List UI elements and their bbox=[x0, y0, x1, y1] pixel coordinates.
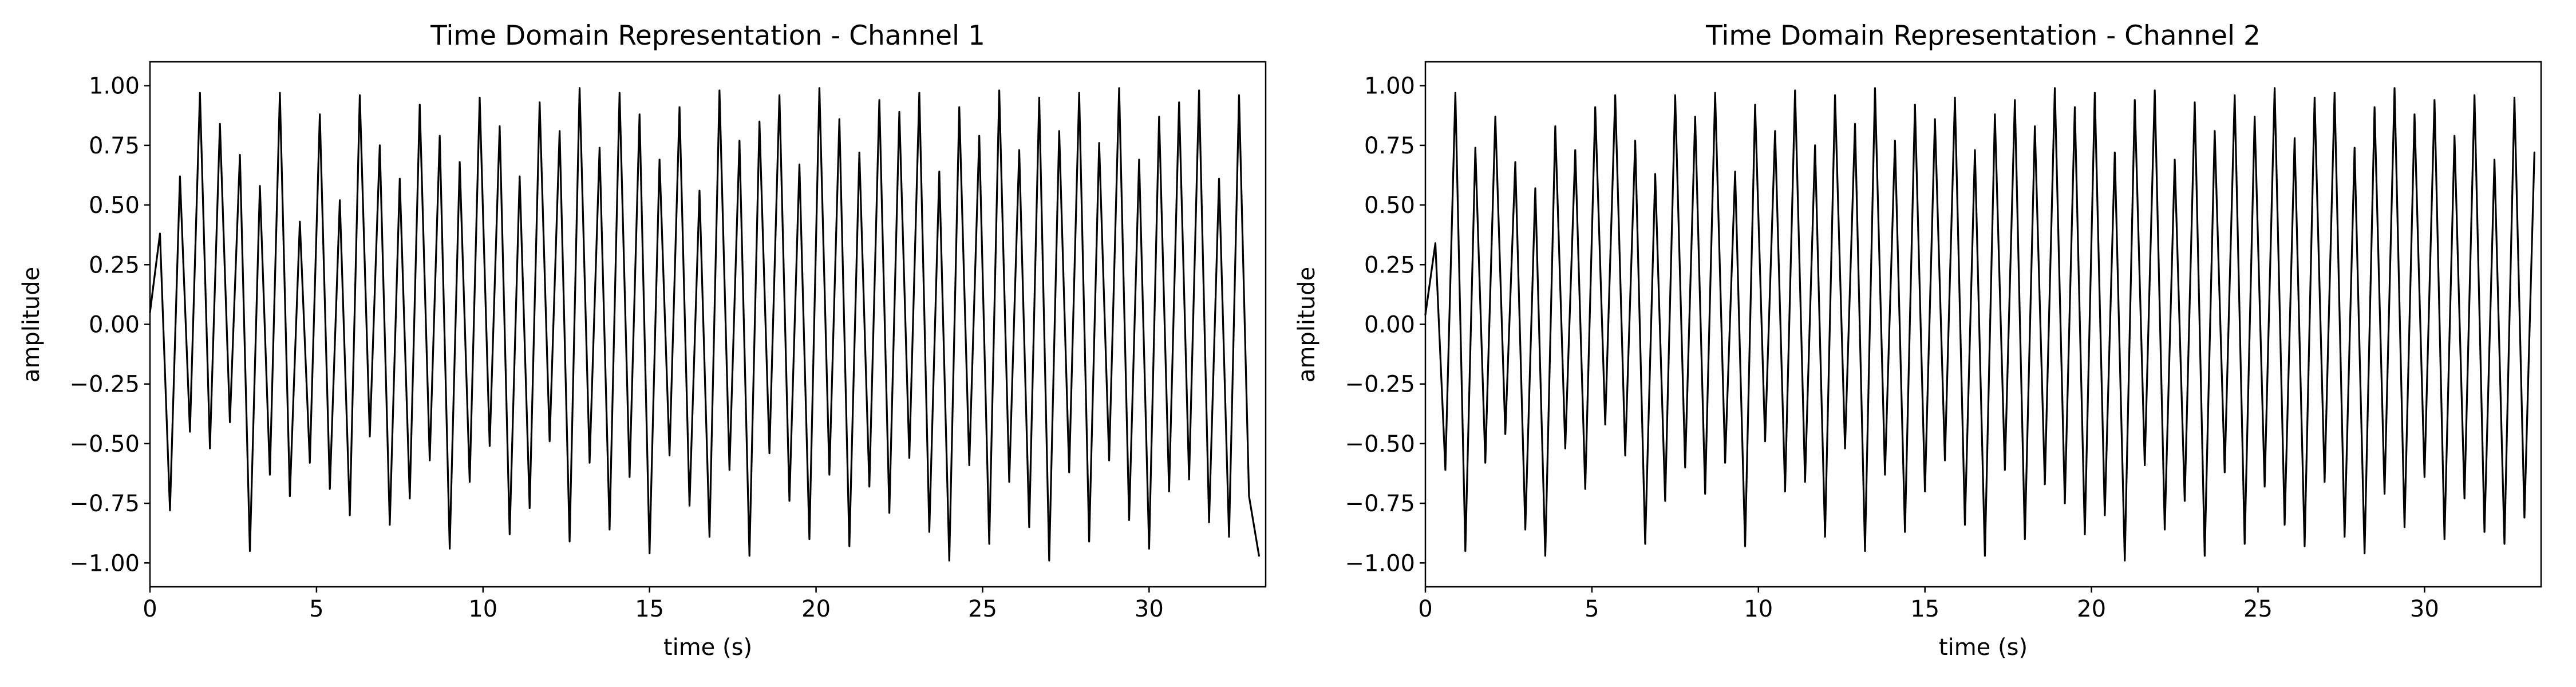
chart-channel-2: Time Domain Representation - Channel 2 t… bbox=[1294, 20, 2542, 661]
plot-marks: 0 5 10 15 20 25 30 1.00 0.75 0.50 0.25 0.00 −0.25 −0.… bbox=[1345, 73, 2535, 622]
y-tick-label-2: 0.50 bbox=[1364, 192, 1415, 219]
y-tick-label-5: −0.25 bbox=[69, 372, 140, 398]
x-tick-label-2: 10 bbox=[1744, 596, 1773, 622]
x-tick-label-1: 5 bbox=[309, 596, 323, 622]
y-tick-label-5: −0.25 bbox=[1345, 372, 1415, 398]
x-axis-label: time (s) bbox=[1939, 634, 2028, 661]
x-tick-label-1: 5 bbox=[1585, 596, 1599, 622]
x-tick-label-4: 20 bbox=[801, 596, 831, 622]
x-tick-label-5: 25 bbox=[2243, 596, 2273, 622]
y-tick-label-1: 0.75 bbox=[89, 133, 140, 159]
x-tick-label-3: 15 bbox=[1910, 596, 1939, 622]
x-tick-label-2: 10 bbox=[468, 596, 497, 622]
chart-title: Time Domain Representation - Channel 2 bbox=[1705, 20, 2261, 52]
chart-title: Time Domain Representation - Channel 1 bbox=[430, 20, 985, 52]
x-tick-label-6: 30 bbox=[2410, 596, 2439, 622]
x-tick-label-0: 0 bbox=[143, 596, 157, 622]
y-tick-label-4: 0.00 bbox=[1364, 312, 1415, 338]
y-tick-label-8: −1.00 bbox=[1345, 550, 1415, 577]
y-tick-label-7: −0.75 bbox=[1345, 491, 1415, 517]
y-tick-label-3: 0.25 bbox=[1364, 252, 1415, 278]
y-tick-label-0: 1.00 bbox=[89, 73, 140, 100]
y-tick-label-4: 0.00 bbox=[89, 312, 140, 338]
y-tick-label-7: −0.75 bbox=[69, 491, 140, 517]
y-axis-label: amplitude bbox=[1294, 267, 1320, 382]
y-tick-label-2: 0.50 bbox=[89, 192, 140, 219]
series-line-0 bbox=[1424, 87, 2535, 562]
x-axis-label: time (s) bbox=[663, 634, 752, 661]
plot-marks: 0 5 10 15 20 25 30 1.00 0.75 0.50 0.25 0.00 −0.25 −0.… bbox=[69, 73, 1260, 622]
y-tick-label-8: −1.00 bbox=[69, 550, 140, 577]
x-tick-label-0: 0 bbox=[1418, 596, 1432, 622]
chart-channel-1: Time Domain Representation - Channel 1 t… bbox=[18, 20, 1267, 661]
x-tick-label-3: 15 bbox=[635, 596, 664, 622]
series-line-0 bbox=[149, 87, 1260, 562]
y-tick-label-6: −0.50 bbox=[1345, 431, 1415, 457]
x-tick-label-5: 25 bbox=[968, 596, 997, 622]
y-tick-label-1: 0.75 bbox=[1364, 133, 1415, 159]
y-tick-label-0: 1.00 bbox=[1364, 73, 1415, 100]
x-tick-label-6: 30 bbox=[1135, 596, 1164, 622]
y-tick-label-3: 0.25 bbox=[89, 252, 140, 278]
x-tick-label-4: 20 bbox=[2077, 596, 2106, 622]
y-axis-label: amplitude bbox=[18, 267, 45, 382]
y-tick-label-6: −0.50 bbox=[69, 431, 140, 457]
